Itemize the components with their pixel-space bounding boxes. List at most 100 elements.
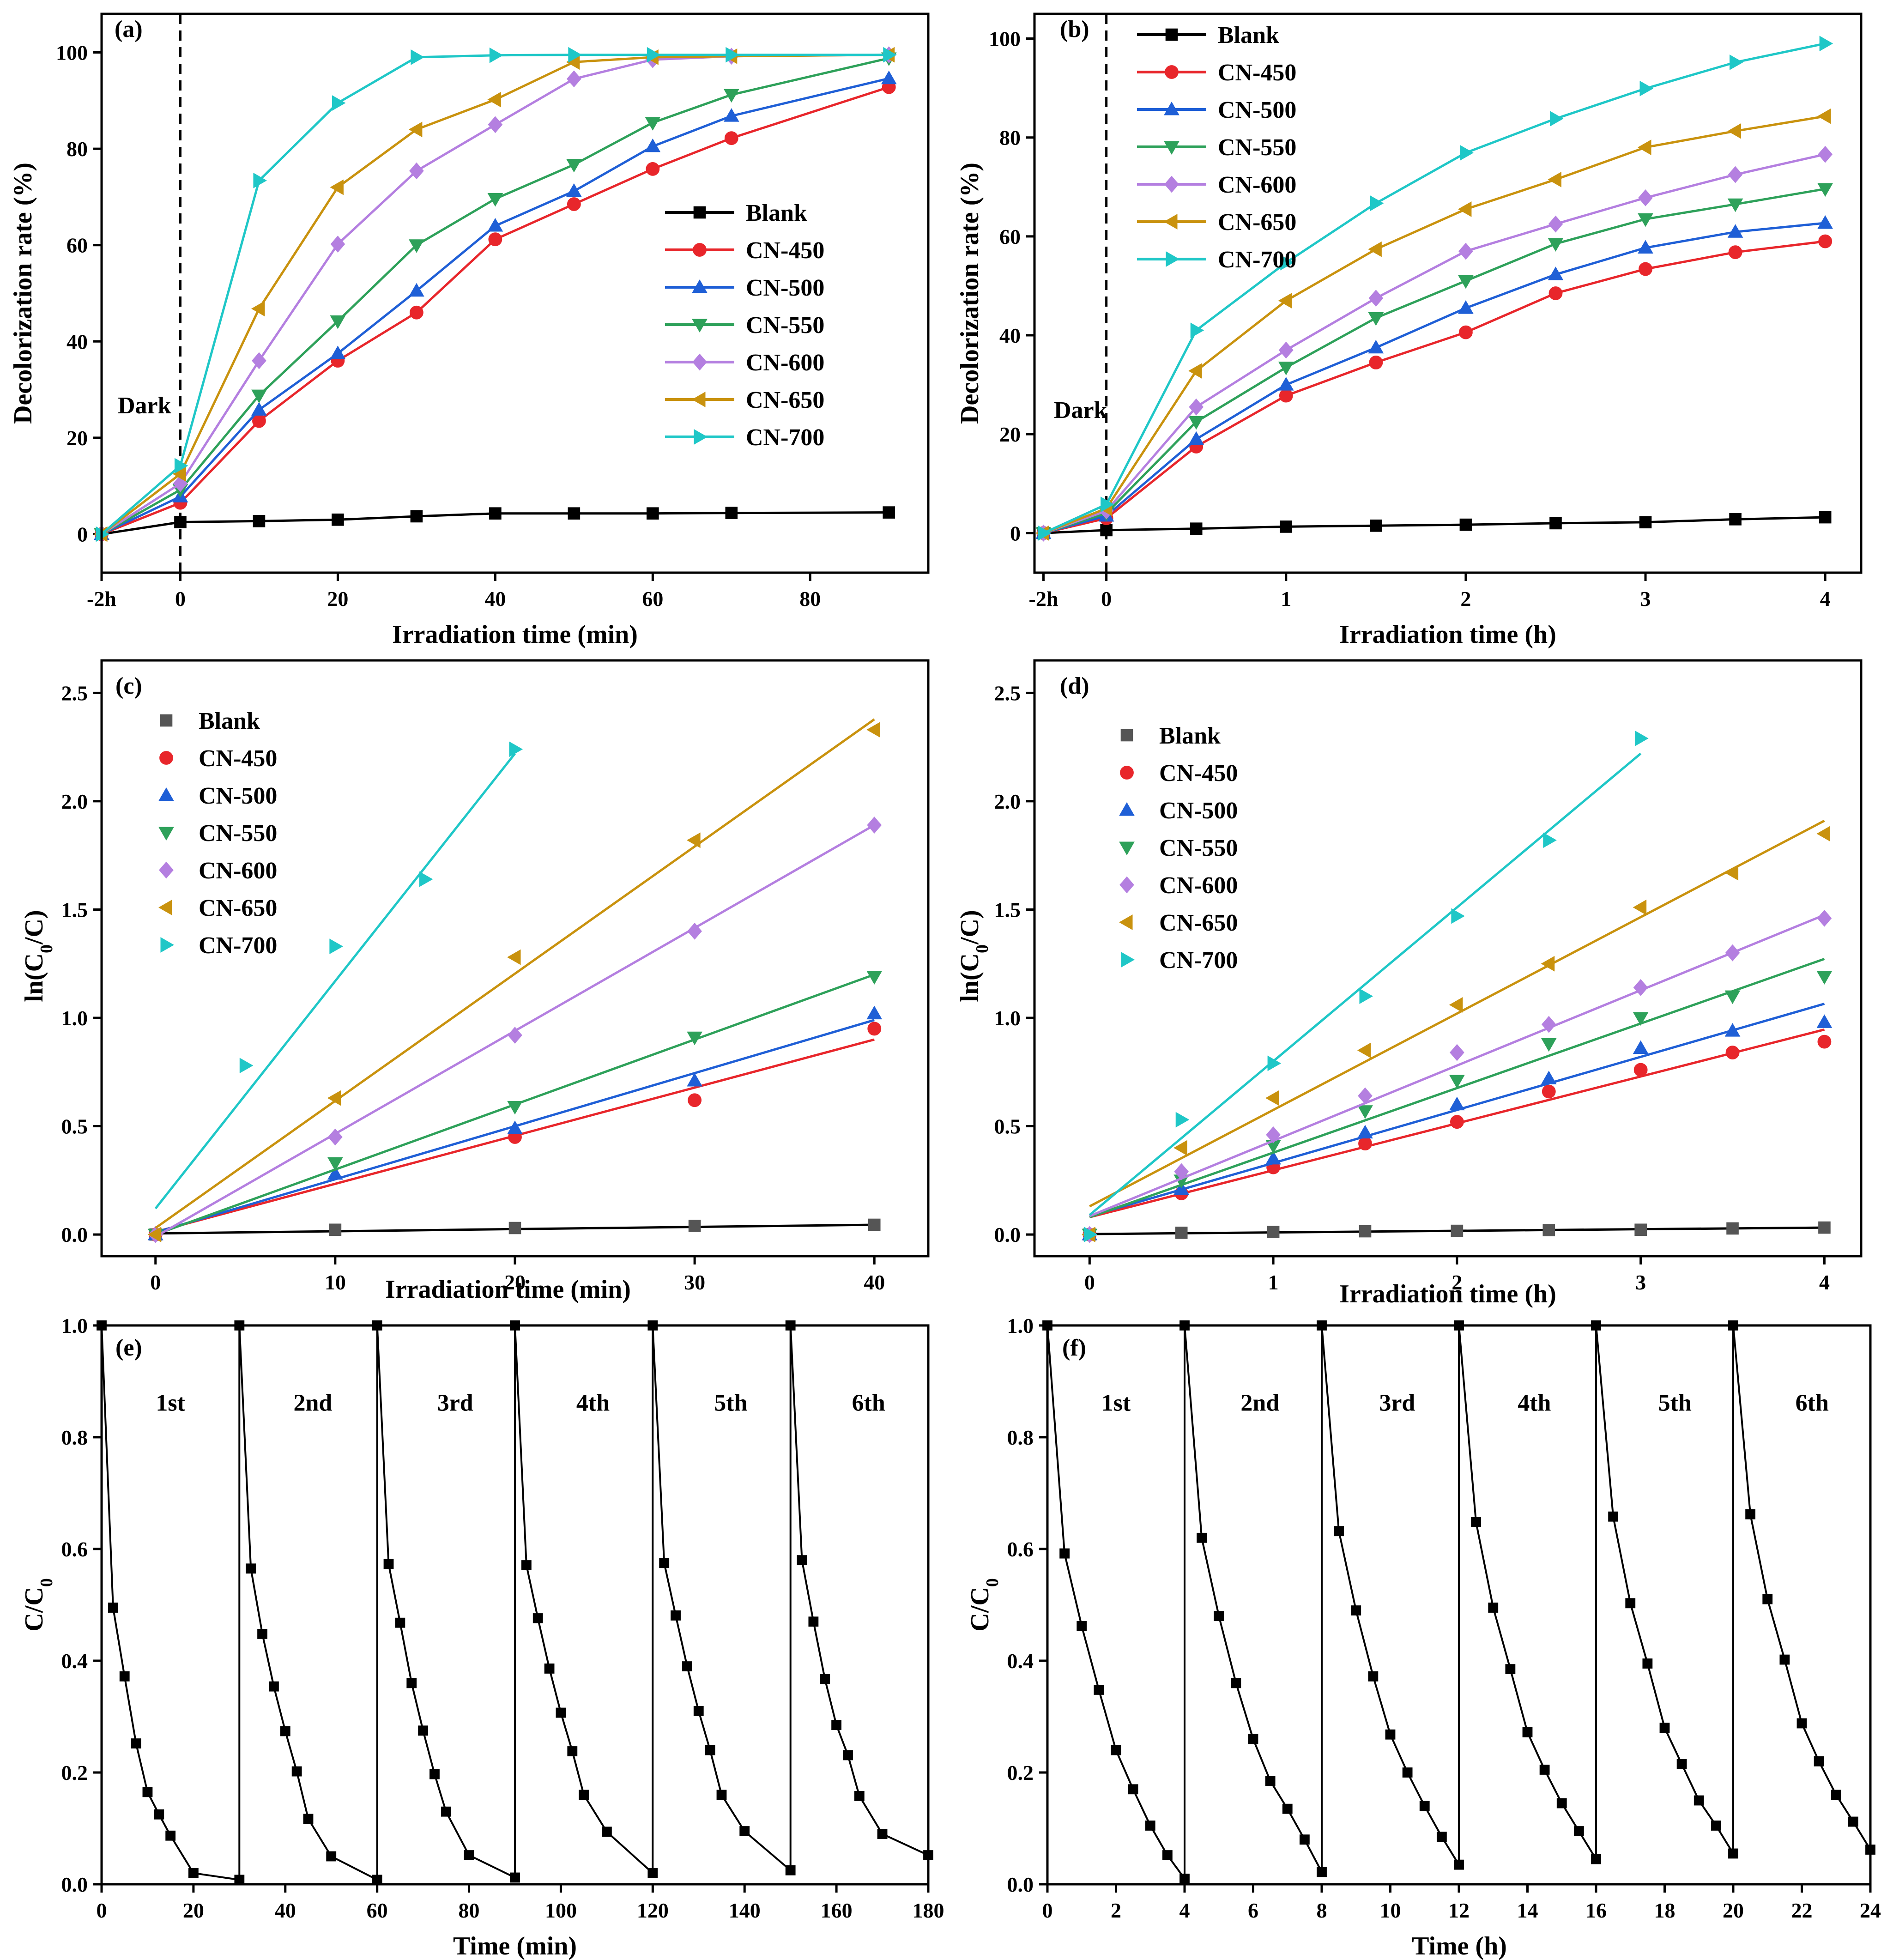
x-tick-label: 60 [642, 587, 663, 611]
legend-marker [1120, 766, 1134, 780]
legend-marker [1165, 28, 1178, 41]
x-tick-label: 120 [637, 1899, 669, 1922]
y-axis-label: ln(C0/C) [956, 910, 992, 1002]
panel-d: 0 1 2 3 4 0.0 0.5 1.0 1.5 2.0 2.5 Blank CN-450 CN-500… [956, 659, 1863, 1308]
fit-line [154, 753, 516, 1210]
dark-label: Dark [1054, 397, 1107, 423]
y-tick-label: 20 [67, 426, 88, 450]
cycle-label: 6th [852, 1390, 885, 1416]
data-point [725, 507, 738, 519]
data-point [1279, 388, 1293, 403]
data-point [1190, 522, 1203, 535]
legend-marker [158, 900, 172, 915]
data-point [687, 1073, 702, 1087]
data-point [1725, 1046, 1740, 1059]
data-point [1368, 312, 1384, 326]
data-point [1077, 1621, 1087, 1631]
data-point [831, 1720, 842, 1730]
panel-a: -2h 0 20 40 60 80 0 20 40 60 80 100 Blank CN-450 CN-50… [9, 12, 930, 649]
data-point [1727, 224, 1743, 238]
data-point [1543, 832, 1557, 848]
legend-marker [1165, 65, 1179, 79]
data-point [1591, 1854, 1601, 1864]
y-tick-label: 0.2 [1007, 1761, 1034, 1785]
data-point [1278, 362, 1294, 375]
data-point [1642, 1658, 1653, 1669]
data-point [1633, 1040, 1649, 1054]
data-point [579, 1790, 589, 1800]
x-tick-label: 1 [1281, 587, 1291, 611]
data-point [1368, 241, 1382, 257]
data-point [327, 1166, 343, 1180]
x-tick-label: 10 [325, 1270, 346, 1294]
x-tick-label: 100 [545, 1899, 577, 1922]
data-point [1638, 189, 1653, 206]
data-point [1100, 524, 1113, 537]
data-point [820, 1674, 830, 1684]
data-point [1633, 899, 1647, 915]
y-tick-label: 0.5 [61, 1115, 88, 1138]
y-tick-label: 0.8 [61, 1426, 88, 1449]
data-point [647, 47, 661, 63]
data-point [877, 1829, 888, 1839]
data-point [716, 1790, 727, 1800]
data-point [567, 197, 581, 211]
data-point [1265, 1150, 1281, 1165]
data-point [1278, 341, 1294, 359]
data-point [567, 1746, 578, 1756]
series-line [101, 86, 889, 535]
legend-label: CN-500 [746, 275, 824, 301]
data-point [1190, 322, 1204, 339]
data-point [330, 315, 346, 329]
data-point [1848, 1816, 1858, 1827]
y-axis-label: Decolorization rate (%) [956, 163, 984, 424]
data-point [1188, 416, 1204, 430]
cycle-label: 2nd [294, 1390, 333, 1416]
data-point [1357, 1125, 1373, 1139]
legend-marker [159, 751, 173, 765]
panel-label: (c) [115, 673, 142, 699]
data-point [1128, 1784, 1138, 1795]
panel-label: (f) [1062, 1335, 1086, 1361]
data-point [1817, 909, 1832, 927]
data-point [246, 1563, 256, 1574]
cycle-line [1046, 1325, 1871, 1882]
x-tick-label: 16 [1585, 1899, 1607, 1922]
data-point [251, 402, 267, 416]
y-tick-label: 60 [67, 234, 88, 257]
panel-label: (d) [1060, 673, 1089, 699]
panel-label: (a) [115, 16, 143, 42]
data-point [705, 1745, 715, 1755]
x-tick-label: 40 [484, 587, 506, 611]
x-tick-label: 24 [1860, 1899, 1881, 1922]
data-point [1174, 1163, 1189, 1180]
data-point [1059, 1548, 1070, 1559]
legend-marker [160, 714, 173, 727]
legend-marker [1119, 876, 1134, 894]
legend-label: CN-600 [199, 858, 277, 884]
legend-label: CN-650 [746, 387, 824, 413]
data-point [488, 116, 503, 133]
x-axis-label: Time (min) [453, 1932, 577, 1960]
data-point [1816, 1014, 1833, 1028]
data-point [174, 516, 187, 528]
data-point [1633, 1012, 1649, 1026]
data-point [269, 1681, 279, 1692]
series-line [1043, 516, 1826, 534]
x-tick-label: 180 [913, 1899, 944, 1922]
data-point [1368, 339, 1384, 354]
data-point [671, 1610, 681, 1621]
data-point [303, 1814, 314, 1824]
x-tick-label: 6 [1248, 1899, 1258, 1922]
x-tick-label: 3 [1640, 587, 1651, 611]
data-point [854, 1791, 865, 1801]
data-point [1188, 431, 1204, 445]
legend-marker [158, 787, 174, 801]
data-point [1542, 1084, 1556, 1099]
legend-label: CN-650 [1218, 209, 1296, 236]
data-point [1541, 1016, 1556, 1033]
plot-frame [1033, 12, 1863, 574]
y-axis-label: Decolorization rate (%) [9, 163, 37, 424]
legend-label: CN-550 [1218, 134, 1296, 161]
